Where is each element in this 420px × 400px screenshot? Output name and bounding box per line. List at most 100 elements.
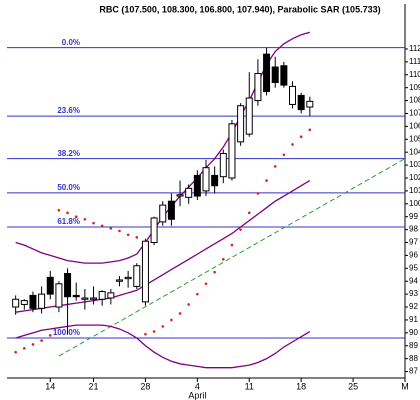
y-tick-label: 100 [409,199,420,208]
candle-body [289,85,297,105]
candle-body [72,294,80,298]
candle-body [193,174,201,197]
y-tick-label: 97 [409,238,418,247]
sar-dot [178,312,182,315]
y-tick-label: 104 [409,147,420,156]
candle-body [150,217,158,244]
candle-body [90,297,98,300]
sar-dot [170,318,173,322]
fib-label: 0.0% [62,38,80,47]
y-tick-label: 109 [409,83,420,92]
y-tick-label: 105 [409,134,420,143]
y-tick-label: 93 [409,289,418,298]
sar-dot [14,350,17,354]
x-tick-label: 18 [296,381,306,391]
x-tick-label: 25 [348,381,358,391]
sar-dot [48,334,52,337]
y-tick-label: 112 [409,44,420,53]
candle-body [46,276,54,295]
sar-dot [282,153,286,157]
sar-dot [126,233,130,237]
candle-body [81,297,89,300]
y-tick-label: 94 [409,276,418,285]
candle-body [29,294,37,309]
sar-dot [74,215,78,219]
candle-body [185,187,193,198]
candle-body [64,272,72,298]
candle-body [254,72,262,102]
sar-dot [92,221,95,225]
sar-dot [152,330,156,333]
sar-dot [161,325,165,328]
candle-body [297,94,305,111]
x-tick-label: 14 [45,381,55,391]
y-tick-label: 96 [409,251,418,260]
candle-body [98,291,106,300]
candle-body [124,276,132,280]
candle-body [219,152,227,178]
y-tick-label: 88 [409,354,418,363]
candle-body [20,300,28,305]
sar-dot [204,282,208,286]
fib-label: 100.0% [53,328,80,337]
candle-body [38,293,46,309]
candle-body [228,123,236,179]
y-tick-label: 87 [409,367,418,376]
candle-body [55,283,63,308]
y-tick-label: 89 [409,341,418,350]
sar-dot [118,229,121,233]
sar-dot [83,217,87,221]
candle-body [245,97,253,135]
y-tick-label: 108 [409,96,420,105]
candle-body [167,200,175,220]
x-tick-label: 11 [245,381,254,391]
candle-body [115,279,123,282]
sar-dot [40,339,43,342]
fib-label: 61.8% [57,217,80,226]
trendline [58,158,406,357]
candle-body [263,53,271,93]
candle-body [159,204,167,223]
y-tick-label: 110 [409,70,420,79]
candle-body [12,298,20,308]
sar-dot [31,343,35,346]
x-tick-label: 28 [140,381,150,391]
y-tick-label: 103 [409,160,420,169]
sar-dot [135,236,139,239]
sar-dot [291,143,294,146]
x-tick-label: M [401,381,409,391]
sar-dot [100,224,104,228]
sar-dot [265,179,268,182]
sar-dot [247,211,251,215]
sar-dot [66,211,69,215]
sar-dot [256,192,260,195]
candle-body [211,174,219,187]
candle-body [141,240,149,303]
band-line [15,180,311,313]
y-tick-label: 102 [409,173,420,182]
candle-body [176,194,184,197]
band-line [15,324,311,369]
sar-dot [222,257,225,261]
x-group-label: April [188,390,206,400]
sar-dot [308,128,312,132]
sar-dot [144,332,147,336]
candle-body [107,292,115,299]
x-tick-label: 4 [195,381,200,391]
fib-label: 50.0% [57,183,80,192]
y-tick-label: 91 [409,315,418,324]
sar-dot [109,227,113,230]
sar-dot [187,303,190,306]
y-tick-label: 95 [409,263,418,272]
chart-title: RBC (107.500, 108.300, 106.800, 107.940)… [99,4,380,14]
y-tick-label: 107 [409,109,420,118]
sar-dot [57,208,61,212]
y-tick-label: 92 [409,302,418,311]
candle-body [280,65,288,86]
candle-body [202,167,210,192]
sar-dot [23,347,26,350]
sar-dot [299,135,303,139]
y-tick-label: 98 [409,225,418,234]
